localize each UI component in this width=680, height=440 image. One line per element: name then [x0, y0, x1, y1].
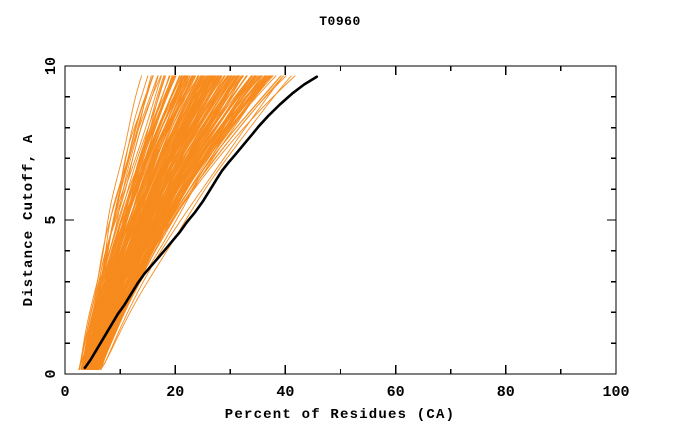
ensemble-curve — [85, 75, 191, 370]
ensemble-curve — [82, 75, 171, 370]
ensemble-curve — [91, 75, 229, 370]
x-tick-label-20: 20 — [166, 384, 184, 401]
y-tick-labels: 0 5 10 — [43, 57, 60, 379]
ensemble-curves — [78, 75, 296, 370]
ensemble-curve — [100, 75, 292, 370]
ensemble-curve — [83, 75, 162, 370]
x-tick-label-0: 0 — [60, 384, 69, 401]
ensemble-curve — [100, 75, 287, 370]
ensemble-curve — [95, 75, 273, 370]
reference-curve — [83, 75, 319, 370]
ensemble-curve — [90, 75, 217, 370]
axis-ticks — [64, 65, 617, 375]
ensemble-curve — [96, 75, 271, 370]
ensemble-curve — [95, 75, 255, 370]
ensemble-curve — [92, 75, 219, 370]
y-tick-label-10: 10 — [43, 57, 60, 75]
ensemble-curve — [79, 75, 142, 370]
ensemble-curve — [97, 75, 271, 370]
ensemble-curve — [87, 75, 207, 370]
ensemble-curve — [98, 75, 271, 370]
ensemble-curve — [80, 75, 159, 370]
x-tick-labels: 0 20 40 60 80 100 — [60, 384, 629, 401]
x-tick-label-100: 100 — [602, 384, 629, 401]
y-axis-title: Distance Cutoff, A — [21, 134, 37, 307]
x-tick-label-80: 80 — [497, 384, 515, 401]
ensemble-curve — [100, 75, 284, 370]
chart-title: T0960 — [319, 14, 361, 29]
ensemble-curve — [83, 75, 185, 370]
y-tick-label-5: 5 — [43, 215, 60, 224]
ensemble-curve — [83, 75, 181, 370]
ensemble-curve — [79, 75, 152, 370]
x-tick-label-40: 40 — [276, 384, 294, 401]
ensemble-curve — [85, 75, 195, 370]
x-tick-label-60: 60 — [387, 384, 405, 401]
x-axis-title: Percent of Residues (CA) — [225, 407, 455, 423]
ensemble-curve — [93, 75, 240, 370]
y-tick-label-0: 0 — [43, 369, 60, 378]
ensemble-curve — [88, 75, 222, 370]
ensemble-curve — [92, 75, 243, 370]
